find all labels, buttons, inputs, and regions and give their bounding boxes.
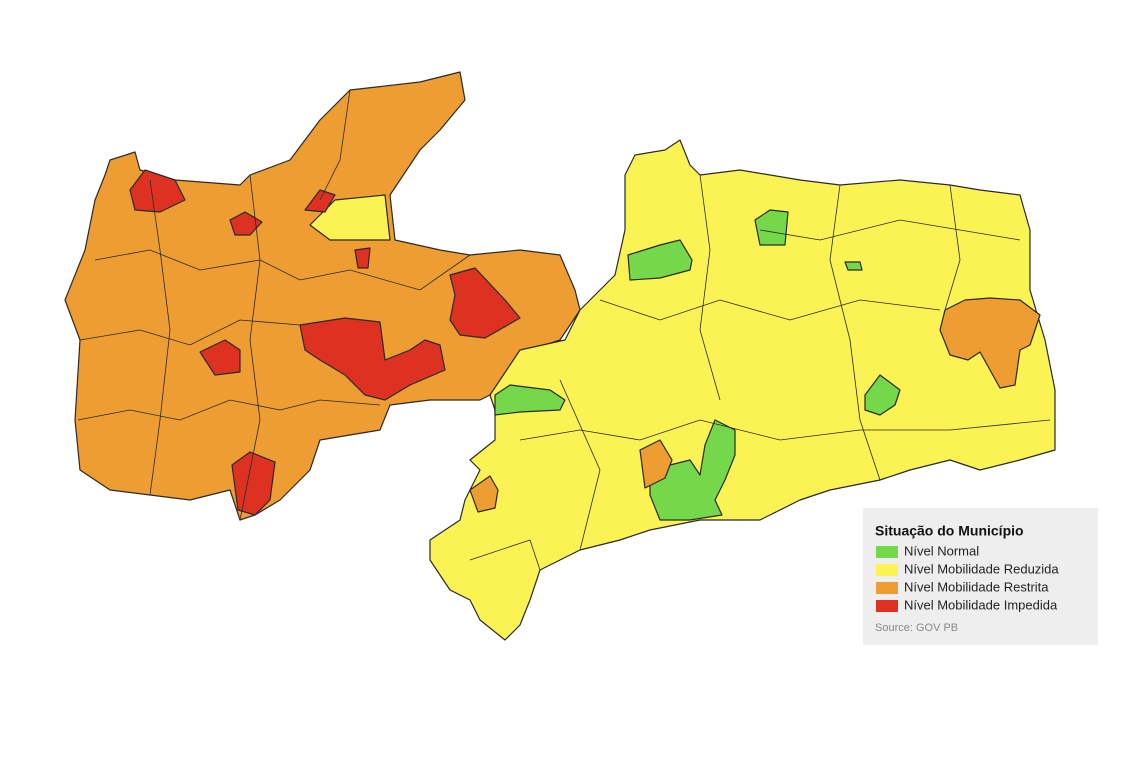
legend-label: Nível Normal	[904, 543, 979, 558]
border	[559, 379, 601, 551]
border	[469, 539, 541, 571]
border	[239, 174, 261, 521]
municipality	[627, 239, 693, 281]
legend-items: Nível Normal Nível Mobilidade Reduzida Nív…	[876, 543, 1059, 612]
border	[599, 299, 941, 321]
border	[519, 419, 1051, 441]
border	[759, 219, 1021, 241]
legend: Situação do Município Nível NormalNível …	[863, 508, 1098, 645]
legend-source: Source: GOV PB	[875, 622, 958, 634]
border	[319, 89, 351, 201]
border	[149, 179, 171, 496]
border	[94, 249, 471, 291]
border	[79, 319, 301, 346]
municipality	[309, 194, 391, 241]
municipality	[864, 374, 901, 416]
map	[64, 71, 1056, 641]
municipality	[649, 419, 736, 521]
legend-label: Nível Mobilidade Restrita	[904, 579, 1049, 594]
municipality	[939, 297, 1041, 389]
municipality	[754, 209, 789, 246]
east-region	[429, 139, 1056, 641]
municipality	[129, 169, 186, 213]
municipality	[449, 267, 521, 339]
municipality	[844, 261, 863, 271]
municipality	[199, 339, 241, 376]
municipality	[639, 439, 673, 489]
border	[77, 399, 381, 421]
municipality	[299, 317, 446, 401]
legend-swatch	[876, 600, 898, 612]
legend-swatch	[876, 582, 898, 594]
municipality	[469, 475, 499, 513]
municipality	[304, 189, 336, 213]
municipality	[354, 247, 371, 269]
border	[944, 184, 961, 311]
legend-swatch	[876, 546, 898, 558]
legend-label: Nível Mobilidade Impedida	[904, 597, 1058, 612]
legend-label: Nível Mobilidade Reduzida	[904, 561, 1059, 576]
legend-box	[863, 508, 1098, 645]
municipality	[494, 384, 566, 416]
legend-title: Situação do Município	[875, 523, 1024, 539]
border	[829, 184, 881, 481]
municipality	[231, 451, 276, 516]
legend-swatch	[876, 564, 898, 576]
border	[699, 174, 721, 401]
